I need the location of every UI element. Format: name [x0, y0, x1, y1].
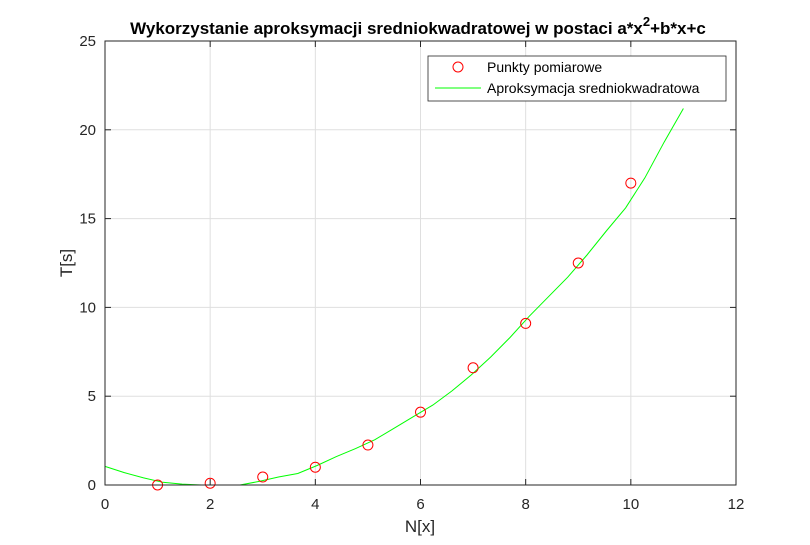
measurement-points-series — [152, 177, 637, 491]
x-tick-labels: 0 2 4 6 8 10 12 — [101, 496, 745, 513]
measurement-point — [362, 439, 374, 451]
y-tick-label: 5 — [88, 388, 96, 405]
legend-label-points: Punkty pomiarowe — [487, 59, 602, 75]
measurement-point — [415, 406, 426, 418]
legend: Punkty pomiarowe Aproksymacja sredniokwa… — [427, 55, 727, 102]
y-tick-label: 15 — [79, 211, 96, 228]
x-tick-label: 8 — [521, 496, 529, 513]
x-tick-label: 4 — [311, 496, 319, 513]
x-axis-label: N[x] — [405, 517, 435, 536]
x-tick-label: 12 — [728, 496, 745, 513]
x-tick-label: 10 — [622, 496, 639, 513]
legend-box — [427, 55, 727, 102]
legend-label-approximation: Aproksymacja sredniokwadratowa — [487, 80, 700, 96]
legend-marker-points — [452, 61, 464, 73]
measurement-point — [204, 477, 216, 489]
measurement-point — [257, 471, 269, 483]
y-tick-label: 0 — [88, 477, 96, 494]
measurement-point — [520, 317, 532, 329]
x-tick-label: 2 — [206, 496, 214, 513]
y-tick-label: 20 — [79, 122, 96, 139]
x-tick-label: 0 — [101, 496, 109, 513]
y-tick-label: 25 — [79, 33, 96, 50]
measurement-point — [309, 461, 321, 473]
chart-title: Wykorzystanie aproksymacji sredniokwadra… — [130, 14, 706, 38]
measurement-point — [467, 362, 479, 374]
axis-ticks — [104, 40, 737, 486]
y-axis-label: T[s] — [57, 249, 76, 277]
measurement-point — [572, 257, 584, 269]
x-tick-label: 6 — [416, 496, 424, 513]
measurement-point — [625, 177, 637, 189]
y-tick-label: 10 — [79, 299, 96, 316]
y-tick-labels: 0 5 10 15 20 25 — [79, 33, 96, 494]
